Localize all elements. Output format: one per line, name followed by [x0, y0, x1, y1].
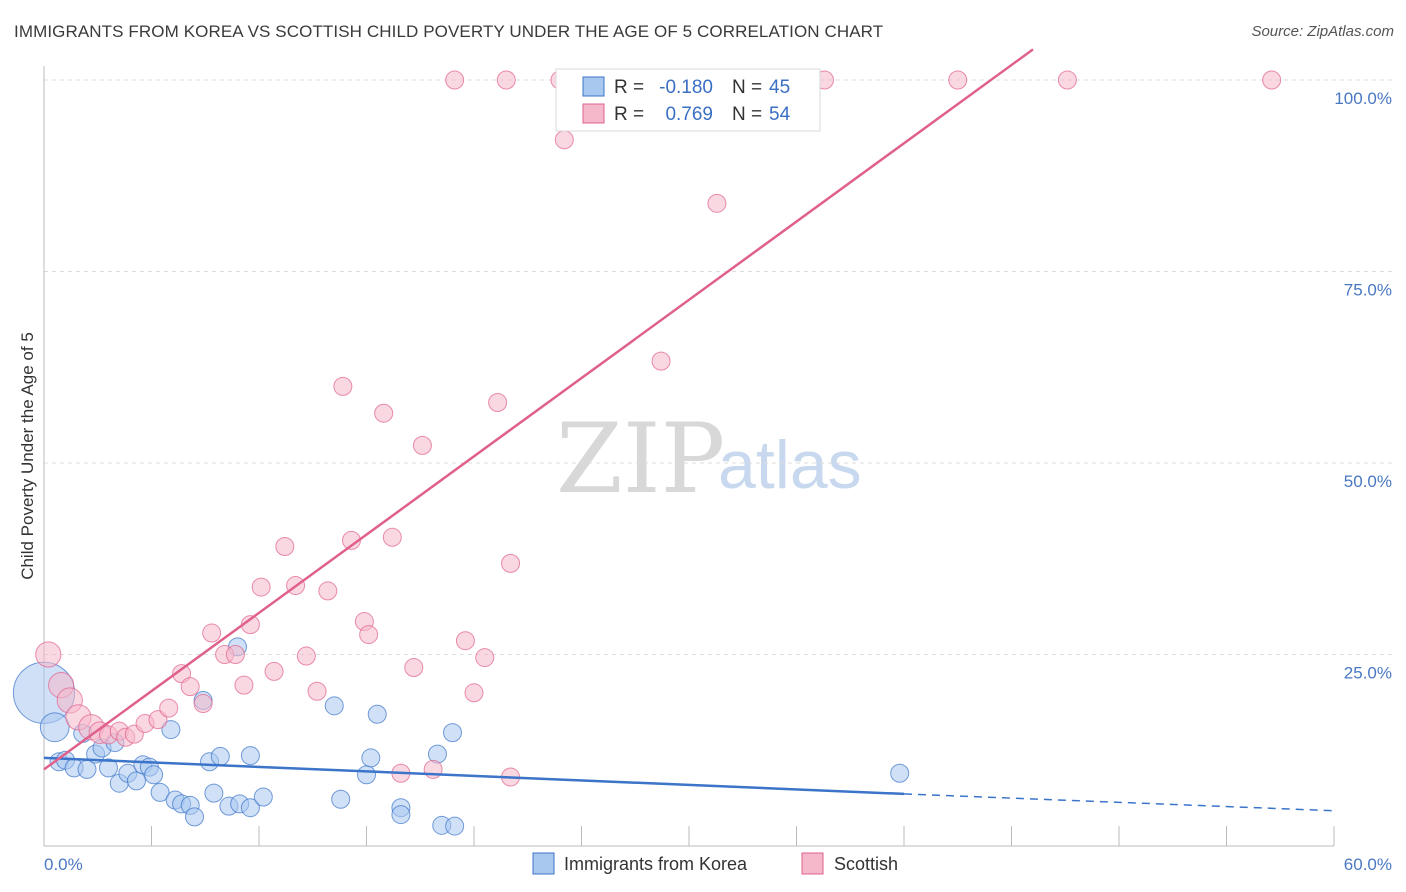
scottish-point: [382, 527, 402, 547]
series-legend-swatch-korea: [532, 852, 555, 875]
scottish-point: [501, 553, 521, 573]
watermark-atlas: atlas: [718, 427, 862, 503]
gridlines: [44, 79, 1392, 655]
korea-point: [99, 758, 118, 778]
scottish-point: [707, 193, 727, 213]
korea-point: [357, 765, 376, 785]
x-tick-marks: [43, 826, 1335, 846]
trend-line-scottish: [43, 48, 1034, 771]
scottish-point: [404, 658, 424, 678]
scottish-point: [180, 677, 200, 697]
korea-point: [361, 748, 381, 768]
scottish-point: [464, 683, 484, 703]
series-korea-points: [12, 637, 910, 836]
scottish-point: [275, 536, 295, 556]
korea-point: [39, 712, 70, 743]
korea-point: [204, 783, 224, 803]
legend-swatch-scottish: [582, 103, 605, 124]
korea-point: [185, 807, 204, 827]
korea-point: [445, 816, 465, 836]
korea-point: [324, 696, 344, 716]
series-scottish-points: [35, 70, 1282, 787]
trend-lines: [43, 48, 1335, 812]
source-credit: Source: ZipAtlas.com: [1251, 23, 1394, 40]
scottish-point: [488, 392, 508, 412]
chart-title: IMMIGRANTS FROM KOREA VS SCOTTISH CHILD …: [14, 22, 884, 41]
legend-r-value-korea: -0.180: [659, 77, 713, 98]
korea-point: [240, 798, 260, 818]
watermark-zip: ZIP: [556, 403, 725, 515]
scottish-point: [948, 70, 968, 90]
korea-point: [443, 723, 462, 743]
korea-point: [391, 805, 411, 825]
scottish-point: [225, 645, 245, 664]
scottish-point: [296, 646, 316, 666]
legend-n-value-scottish: 54: [769, 104, 791, 125]
scottish-point: [307, 681, 327, 701]
series-legend-label-korea: Immigrants from Korea: [564, 854, 748, 874]
scottish-point: [35, 641, 62, 668]
korea-point: [210, 746, 230, 766]
y-tick-labels: 25.0% 50.0% 75.0% 100.0%: [1334, 89, 1392, 683]
y-tick-label: 50.0%: [1344, 472, 1392, 491]
legend-r-value-scottish: 0.769: [665, 104, 713, 125]
legend-n-label-scottish: N =: [732, 104, 762, 125]
korea-point: [367, 704, 387, 724]
korea-point: [331, 789, 351, 809]
korea-point: [253, 787, 273, 807]
scottish-point: [374, 403, 394, 423]
korea-point: [126, 771, 146, 791]
scottish-point: [193, 694, 213, 714]
legend-r-label-korea: R =: [614, 77, 644, 98]
korea-point: [890, 763, 910, 783]
x-tick-label-min: 0.0%: [44, 855, 83, 874]
scottish-point: [318, 581, 338, 601]
scottish-point: [264, 661, 284, 681]
scottish-point: [202, 623, 222, 643]
scottish-point: [475, 648, 495, 668]
scottish-point: [251, 577, 271, 597]
scottish-point: [445, 70, 465, 90]
scottish-point: [496, 70, 516, 90]
scottish-point: [333, 376, 353, 396]
korea-point: [240, 746, 260, 766]
scottish-point: [159, 698, 179, 718]
scottish-point: [455, 631, 475, 651]
y-tick-label: 100.0%: [1334, 89, 1392, 108]
scottish-point: [554, 130, 574, 150]
series-legend-label-scottish: Scottish: [834, 854, 898, 874]
x-tick-label-max: 60.0%: [1344, 855, 1392, 874]
legend-n-label-korea: N =: [732, 77, 762, 98]
scottish-point: [1262, 70, 1282, 90]
series-legend: Immigrants from Korea Scottish: [532, 852, 898, 875]
scottish-point: [651, 351, 671, 371]
korea-point: [150, 782, 170, 802]
y-axis-label: Child Poverty Under the Age of 5: [18, 332, 37, 580]
correlation-legend: R = -0.180 N = 45 R = 0.769 N = 54: [555, 68, 821, 132]
y-tick-label: 25.0%: [1344, 664, 1392, 683]
scottish-point: [1057, 70, 1077, 90]
trend-line-korea-extension: [903, 793, 1335, 812]
korea-point: [144, 765, 164, 785]
scottish-point: [234, 675, 254, 695]
korea-point: [161, 720, 181, 740]
scottish-point: [412, 435, 432, 455]
trend-line-korea: [43, 756, 905, 796]
legend-n-value-korea: 45: [769, 77, 790, 98]
legend-r-label-scottish: R =: [614, 104, 644, 125]
series-legend-swatch-scottish: [801, 852, 824, 875]
legend-swatch-korea: [582, 76, 605, 97]
scottish-point: [359, 625, 379, 645]
y-tick-label: 75.0%: [1344, 281, 1392, 300]
